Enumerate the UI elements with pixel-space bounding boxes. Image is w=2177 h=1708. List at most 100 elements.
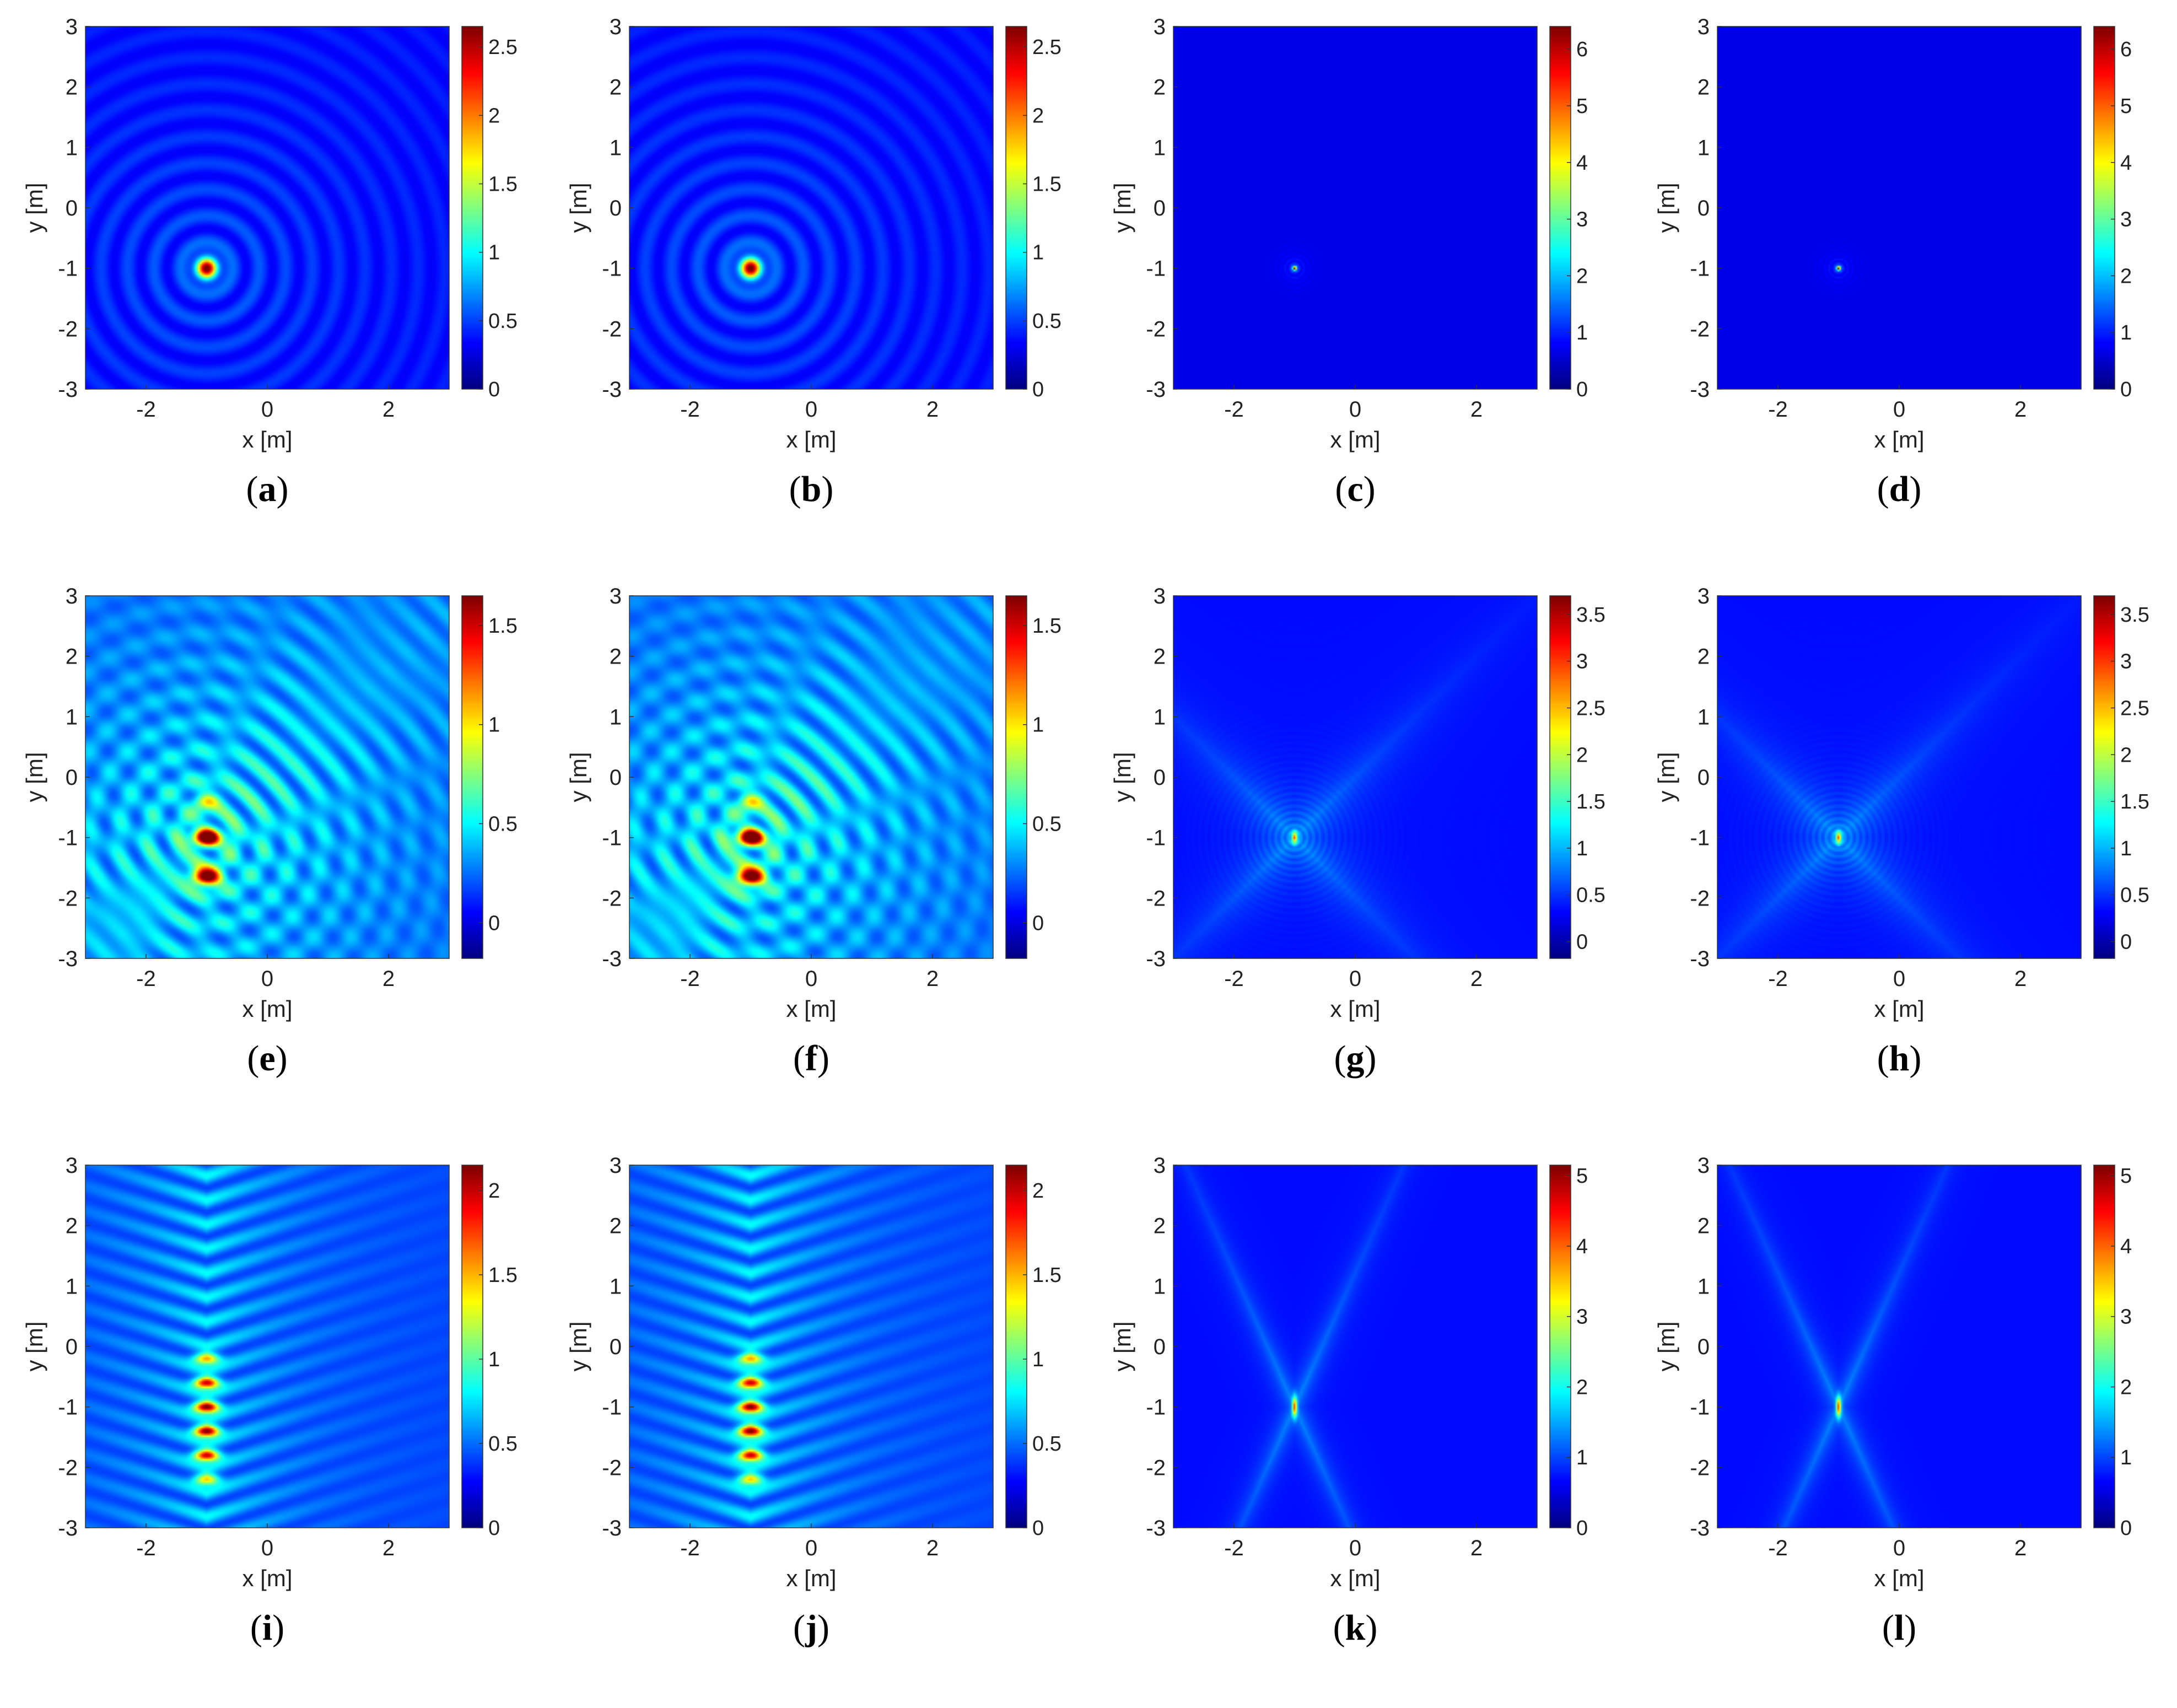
y-tick-label: 1: [610, 1274, 622, 1298]
colorbar-tick-label: 0.5: [1576, 884, 1605, 907]
colorbar-tick-label: 4: [1576, 1235, 1588, 1258]
y-tick-label: -1: [58, 1396, 78, 1420]
y-tick-label: 0: [1698, 1335, 1710, 1359]
colorbar-tick-label: 0: [1576, 1517, 1588, 1540]
x-tick-label: 2: [1470, 397, 1483, 422]
colorbar-tick-label: 3: [2120, 1306, 2132, 1329]
colorbar-tick-label: 1: [1032, 241, 1044, 265]
colorbar-tick-label: 1.5: [1032, 173, 1061, 196]
y-tick-label: 2: [1154, 76, 1166, 100]
colorbar-tick-label: 4: [2120, 152, 2132, 175]
plot-frame: [1717, 595, 2082, 959]
y-tick-label: -1: [1146, 1396, 1166, 1420]
colorbar-tick-label: 1.5: [488, 173, 518, 196]
colorbar-tick-label: 0.5: [2120, 884, 2149, 907]
y-tick-label: -1: [602, 1396, 622, 1420]
y-tick-label: 0: [66, 766, 78, 790]
y-tick-label: -3: [1146, 1516, 1166, 1540]
y-axis-label: y [m]: [21, 752, 47, 802]
panel-c: -2 0 2 3 2 1 0 -1 -2 -3 x [m] y [m] 0 1 2 3 4 5 6 (c): [1088, 0, 1632, 569]
colorbar-tick-label: 5: [1576, 1165, 1588, 1188]
y-tick-label: 3: [1698, 15, 1710, 39]
y-tick-label: 1: [1698, 136, 1710, 160]
colorbar-frame: [1549, 1165, 1571, 1528]
plot-frame: [85, 1165, 450, 1528]
y-tick-label: -2: [58, 1456, 78, 1480]
x-tick-label: 0: [805, 967, 817, 991]
y-tick-label: -3: [602, 947, 622, 971]
heatmap-i: [85, 1165, 449, 1528]
y-tick-label: 1: [1698, 1274, 1710, 1298]
colorbar-tick-label: 2: [488, 104, 500, 127]
panel-k: -2 0 2 3 2 1 0 -1 -2 -3 x [m] y [m] 0 1 2 3 4 5 (k): [1088, 1139, 1632, 1708]
panel-e: -2 0 2 3 2 1 0 -1 -2 -3 x [m] y [m] 0 0.5 1 1.5 (e): [0, 569, 544, 1139]
colorbar-tick-label: 2.5: [488, 36, 518, 59]
colorbar-tick-label: 1: [2120, 321, 2132, 344]
y-tick-label: 1: [1154, 1274, 1166, 1298]
colorbar-tick-label: 1: [2120, 1446, 2132, 1469]
colorbar-frame: [1005, 595, 1027, 959]
plot-frame: [1173, 1165, 1538, 1528]
heatmap-l: [1717, 1165, 2081, 1528]
plot-frame: [1717, 1165, 2082, 1528]
axes-b: -2 0 2 3 2 1 0 -1 -2 -3 x [m] y [m] 0 0.5 1 1.5 2 2.5: [565, 15, 1061, 452]
x-tick-label: 0: [1893, 397, 1905, 422]
plot-frame: [1173, 595, 1538, 959]
colorbar-e: [462, 596, 483, 958]
y-tick-label: 0: [1698, 196, 1710, 220]
y-tick-label: -1: [1690, 257, 1710, 281]
heatmap-g: [1173, 596, 1537, 958]
x-tick-label: -2: [680, 397, 700, 422]
colorbar-tick-label: 0: [488, 378, 500, 401]
y-axis-label: y [m]: [1109, 1322, 1135, 1372]
colorbar-tick-label: 2: [1576, 743, 1588, 767]
y-tick-label: 2: [66, 76, 78, 100]
plot-frame: [629, 26, 994, 390]
colorbar-tick-label: 1.5: [2120, 790, 2149, 813]
heatmap-j: [629, 1165, 993, 1528]
colorbar-tick-label: 0.5: [1032, 310, 1061, 333]
x-tick-label: 0: [261, 967, 273, 991]
colorbar-frame: [1005, 26, 1027, 390]
heatmap-e: [85, 596, 449, 958]
colorbar-tick-label: 3: [1576, 1306, 1588, 1329]
axes-h: -2 0 2 3 2 1 0 -1 -2 -3 x [m] y [m] 0 0.5 1 1.5 2 2.5 3 3.5: [1653, 584, 2149, 1022]
colorbar-tick-label: 1: [2120, 837, 2132, 860]
x-axis-label: x [m]: [786, 427, 837, 452]
colorbar-tick-label: 0.5: [1032, 1432, 1061, 1456]
heatmap-f: [629, 596, 993, 958]
axes-e: -2 0 2 3 2 1 0 -1 -2 -3 x [m] y [m] 0 0.5 1 1.5: [21, 584, 518, 1022]
colorbar-i: [462, 1165, 483, 1528]
colorbar-tick-label: 0.5: [488, 1432, 518, 1456]
axes-a: -2 0 2 3 2 1 0 -1 -2 -3 x [m] y [m] 0 0.5 1 1.5 2 2.5: [21, 15, 518, 452]
y-tick-label: 3: [1154, 1154, 1166, 1178]
panel-h: -2 0 2 3 2 1 0 -1 -2 -3 x [m] y [m] 0 0.5 1 1.5 2 2.5 3 3.5…: [1632, 569, 2176, 1139]
colorbar-tick-label: 2: [1576, 265, 1588, 288]
colorbar-tick-label: 6: [1576, 38, 1588, 61]
y-axis-label: y [m]: [565, 752, 591, 802]
y-tick-label: 2: [1698, 645, 1710, 669]
y-tick-label: 3: [66, 584, 78, 608]
y-tick-label: -3: [58, 947, 78, 971]
y-tick-label: -2: [1690, 886, 1710, 910]
colorbar-tick-label: 1: [488, 1348, 500, 1371]
y-tick-label: 2: [1154, 645, 1166, 669]
colorbar-tick-label: 0: [2120, 378, 2132, 401]
y-tick-label: 1: [66, 136, 78, 160]
colorbar-frame: [461, 595, 483, 959]
x-tick-label: 2: [382, 1536, 395, 1560]
y-axis-label: y [m]: [1109, 752, 1135, 802]
colorbar-tick-label: 0: [1032, 912, 1044, 935]
heatmap-h: [1717, 596, 2081, 958]
y-tick-label: 2: [610, 1214, 622, 1238]
x-tick-label: 2: [926, 397, 939, 422]
panel-f: -2 0 2 3 2 1 0 -1 -2 -3 x [m] y [m] 0 0.5 1 1.5 (f): [544, 569, 1088, 1139]
y-tick-label: -3: [1690, 378, 1710, 402]
colorbar-c: [1550, 26, 1571, 389]
y-tick-label: 2: [1154, 1214, 1166, 1238]
axes-l: -2 0 2 3 2 1 0 -1 -2 -3 x [m] y [m] 0 1 2 3 4 5: [1653, 1154, 2132, 1591]
panel-g: -2 0 2 3 2 1 0 -1 -2 -3 x [m] y [m] 0 0.5 1 1.5 2 2.5 3 3.5…: [1088, 569, 1632, 1139]
colorbar-tick-label: 0: [488, 1517, 500, 1540]
colorbar-tick-label: 0.5: [488, 812, 518, 836]
y-tick-label: 3: [610, 1154, 622, 1178]
